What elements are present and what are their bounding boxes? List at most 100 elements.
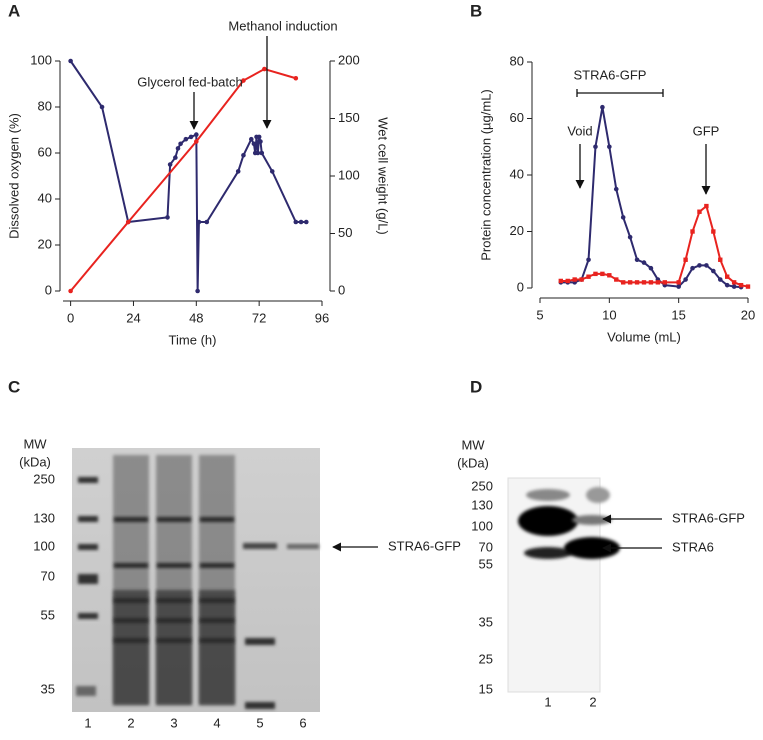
point (241, 153, 246, 158)
x-tick-label: 5 (536, 307, 543, 322)
mw-title: MW (23, 436, 47, 451)
y2-tick-label: 150 (338, 110, 360, 125)
gel-band (243, 543, 277, 549)
annotation: STRA6-GFP (574, 67, 647, 82)
gel-band (245, 702, 275, 709)
point (676, 284, 681, 289)
x-tick-label: 15 (671, 307, 685, 322)
point (641, 280, 647, 285)
point (704, 203, 709, 209)
lane-label: 3 (170, 715, 177, 730)
gel-band (114, 638, 148, 643)
mw-marker-label: 130 (471, 497, 493, 512)
annotation: Methanol induction (228, 18, 337, 33)
mw-title: (kDa) (19, 454, 51, 469)
lane-label: 2 (127, 715, 134, 730)
gel-band (157, 638, 191, 643)
point (600, 271, 605, 277)
point (711, 268, 716, 274)
point (303, 219, 309, 225)
y-tick-label: 40 (510, 166, 524, 181)
point (593, 144, 598, 150)
point (607, 144, 612, 150)
y-tick-label: 80 (38, 98, 52, 113)
y-tick-label: 0 (517, 279, 524, 294)
x-axis-label: Time (h) (169, 332, 217, 347)
point (634, 280, 640, 285)
point (175, 146, 181, 151)
point (738, 282, 744, 288)
mw-marker-label: 15 (479, 681, 493, 696)
point (248, 136, 254, 142)
point (676, 280, 681, 285)
lane-label: 1 (84, 715, 91, 730)
point (620, 215, 626, 220)
point (579, 277, 584, 282)
x-tick-label: 20 (741, 307, 755, 322)
panel-letter: B (470, 1, 482, 20)
point (298, 219, 304, 225)
gel-smear (156, 590, 192, 705)
gel-band (78, 613, 98, 619)
panel-letter: A (8, 1, 20, 20)
y2-tick-label: 200 (338, 52, 360, 67)
mw-marker-label: 55 (41, 607, 55, 622)
point (731, 284, 737, 289)
point (241, 78, 246, 83)
point (697, 209, 702, 214)
annotation: GFP (693, 123, 720, 138)
point (745, 284, 751, 289)
point (614, 277, 619, 282)
y-axis-label: Protein concentration (µg/mL) (478, 89, 493, 261)
x-tick-label: 24 (126, 310, 140, 325)
point (627, 234, 633, 240)
series-line (69, 67, 297, 292)
point (194, 139, 199, 144)
point (634, 257, 640, 263)
gel-band (200, 618, 234, 623)
gel-band (78, 516, 98, 522)
point (613, 186, 619, 192)
point (188, 134, 194, 140)
point (572, 277, 577, 282)
gel-band (114, 598, 148, 603)
y-tick-label: 80 (510, 53, 524, 68)
point (251, 141, 257, 147)
x-tick-label: 96 (315, 310, 329, 325)
mw-marker-label: 25 (479, 651, 493, 666)
point (259, 150, 265, 156)
point (731, 280, 737, 285)
gel-band (287, 544, 319, 549)
mw-marker-label: 55 (479, 556, 493, 571)
gel-band (200, 517, 234, 522)
annotation: Void (567, 123, 592, 138)
mw-marker-label: 70 (41, 568, 55, 583)
lane-label: 2 (589, 694, 596, 709)
series-line (69, 60, 307, 292)
point (269, 169, 275, 174)
point (258, 139, 263, 144)
point (621, 280, 626, 285)
gel-band (157, 517, 191, 522)
point (697, 263, 702, 268)
annotation: Glycerol fed-batch (137, 74, 243, 89)
point (683, 257, 688, 262)
point (178, 141, 183, 147)
gel-band (200, 598, 234, 603)
point (655, 280, 661, 285)
gel-smear (113, 590, 149, 705)
x-tick-label: 72 (252, 310, 266, 325)
point (704, 263, 709, 268)
x-tick-label: 0 (67, 310, 74, 325)
y2-tick-label: 50 (338, 225, 352, 240)
gel-band (524, 547, 572, 559)
gel-band (78, 574, 98, 584)
point (648, 265, 654, 271)
point (725, 274, 730, 279)
y-tick-label: 60 (510, 110, 524, 125)
point (173, 155, 178, 160)
point (593, 271, 598, 277)
point (204, 219, 210, 225)
mw-title: MW (461, 437, 485, 452)
y-axis-label: Dissolved oxygen (%) (6, 113, 21, 239)
